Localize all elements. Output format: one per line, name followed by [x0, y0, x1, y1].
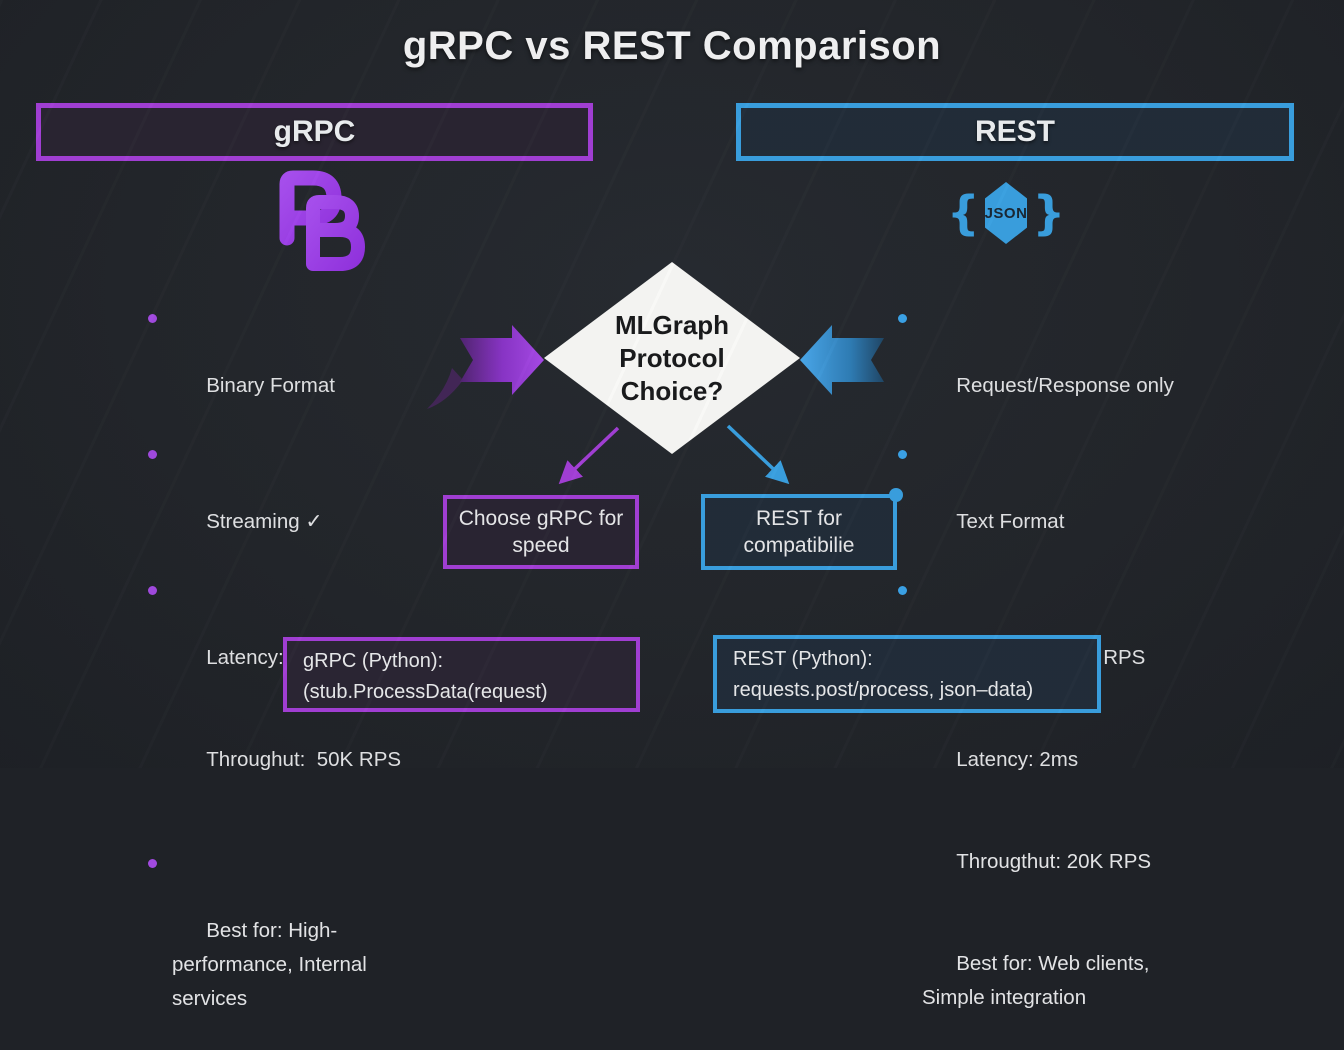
feature-text: Throughut: 50K RPS — [206, 748, 402, 771]
list-item: Text Format — [898, 437, 1190, 573]
feature-text: Best for: High-performance, Internal ser… — [172, 919, 373, 1010]
list-item: Best for: High-performance, Internal ser… — [148, 846, 410, 1050]
rest-code-title: REST (Python): — [733, 648, 873, 670]
diamond-label-line2: Protocol — [619, 343, 724, 373]
feature-text: Binary Format — [206, 374, 335, 397]
json-hexagon-icon: JSON — [984, 182, 1028, 244]
list-item: Best for: Web clients, Simple integratio… — [898, 913, 1190, 1049]
decision-diamond — [544, 262, 800, 454]
grpc-arrow-swoosh — [427, 368, 463, 409]
rest-header-box: REST — [736, 103, 1294, 161]
grpc-code-title: gRPC (Python): — [303, 650, 444, 672]
bullet-dot — [148, 586, 157, 595]
rest-branch-arrow — [726, 424, 790, 485]
feature-text: Streaming ✓ — [206, 510, 323, 533]
list-item: Latency: 2ms — [898, 709, 1190, 811]
json-icon-label: JSON — [984, 204, 1028, 222]
feature-text: Througthut: 20K RPS — [956, 850, 1152, 873]
feature-text: Request/Response only — [956, 374, 1174, 397]
diamond-label-line1: MLGraph — [615, 310, 729, 340]
protocol-buffers-icon — [279, 170, 365, 271]
list-item: Througthut: 20K RPS — [898, 811, 1190, 913]
grpc-outcome-label: Choose gRPC for speed — [458, 507, 624, 557]
grpc-header-label: gRPC — [273, 115, 356, 148]
feature-text: Best for: Web clients, Simple integratio… — [922, 952, 1156, 1009]
json-brace-left-icon: { — [946, 186, 980, 240]
corner-dot — [889, 488, 903, 502]
rest-feeder-arrow-icon — [800, 325, 884, 395]
feature-text: Text Format — [956, 510, 1065, 533]
bullet-dot — [148, 314, 157, 323]
bullet-dot — [148, 450, 157, 459]
infographic-canvas: gRPC vs REST Comparison gRPC REST { JSON… — [0, 0, 1344, 1010]
rest-header-label: REST — [974, 115, 1055, 148]
list-item: Binary Format — [148, 301, 410, 437]
list-item: Throughut: 50K RPS — [148, 709, 410, 811]
grpc-branch-arrow — [558, 426, 620, 485]
list-item: Request/Response only — [898, 301, 1190, 437]
bullet-dot — [898, 450, 907, 459]
grpc-feeder-arrow-icon — [460, 325, 544, 395]
rest-outcome-label: REST for compatibilie — [743, 507, 855, 557]
rest-code-line: requests.post/process, json–data) — [733, 679, 1034, 701]
bullet-dot — [898, 586, 907, 595]
grpc-header-box: gRPC — [36, 103, 593, 161]
feature-text: Latency: 2ms — [956, 748, 1079, 771]
json-brace-right-icon: } — [1032, 186, 1066, 240]
grpc-code-box: gRPC (Python): (stub.ProcessData(request… — [283, 637, 640, 712]
bullet-dot — [898, 314, 907, 323]
json-icon: { JSON } — [947, 182, 1065, 244]
page-title: gRPC vs REST Comparison — [402, 24, 942, 68]
list-item: Streaming ✓ — [148, 437, 410, 573]
rest-outcome-box: REST for compatibilie — [701, 488, 903, 570]
grpc-code-line: (stub.ProcessData(request) — [303, 681, 548, 703]
diamond-label-line3: Choice? — [621, 376, 724, 406]
bullet-dot — [148, 859, 157, 868]
grpc-outcome-box: Choose gRPC for speed — [443, 495, 639, 569]
rest-code-box: REST (Python): requests.post/process, js… — [713, 635, 1101, 713]
